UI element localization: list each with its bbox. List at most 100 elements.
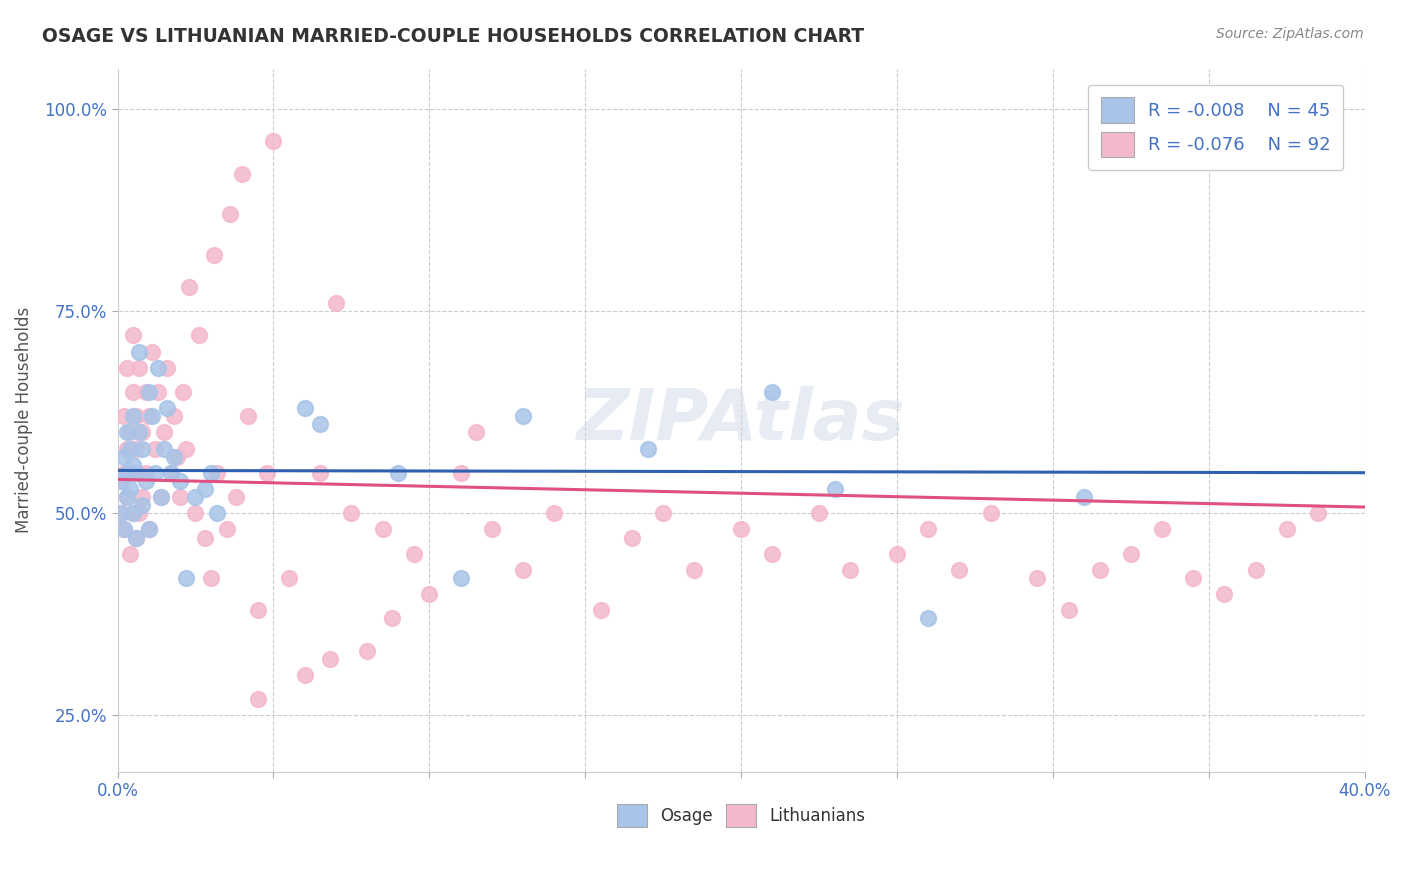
Point	[131, 498, 153, 512]
Point	[238, 409, 260, 424]
Point	[262, 134, 284, 148]
Point	[159, 466, 181, 480]
Point	[621, 531, 644, 545]
Point	[1026, 571, 1049, 585]
Point	[1244, 563, 1267, 577]
Point	[202, 247, 225, 261]
Point	[450, 466, 472, 480]
Point	[128, 466, 150, 480]
Point	[112, 466, 135, 480]
Point	[179, 280, 201, 294]
Point	[512, 409, 534, 424]
Point	[1088, 563, 1111, 577]
Point	[138, 384, 160, 399]
Point	[118, 482, 141, 496]
Point	[110, 474, 132, 488]
Point	[184, 506, 207, 520]
Point	[207, 506, 229, 520]
Point	[309, 466, 332, 480]
Point	[110, 506, 132, 520]
Text: Source: ZipAtlas.com: Source: ZipAtlas.com	[1216, 27, 1364, 41]
Point	[128, 344, 150, 359]
Point	[761, 384, 783, 399]
Point	[683, 563, 706, 577]
Point	[589, 603, 612, 617]
Point	[512, 563, 534, 577]
Point	[294, 668, 316, 682]
Point	[118, 442, 141, 456]
Point	[172, 384, 194, 399]
Point	[125, 531, 148, 545]
Point	[761, 547, 783, 561]
Point	[115, 442, 138, 456]
Point	[122, 384, 145, 399]
Point	[1152, 523, 1174, 537]
Point	[309, 417, 332, 432]
Point	[125, 409, 148, 424]
Point	[125, 442, 148, 456]
Point	[135, 474, 157, 488]
Point	[174, 442, 197, 456]
Point	[131, 425, 153, 440]
Point	[184, 490, 207, 504]
Point	[143, 466, 166, 480]
Point	[110, 506, 132, 520]
Point	[207, 466, 229, 480]
Point	[637, 442, 659, 456]
Y-axis label: Married-couple Households: Married-couple Households	[15, 307, 32, 533]
Point	[156, 401, 179, 416]
Point	[917, 611, 939, 625]
Point	[138, 409, 160, 424]
Point	[246, 603, 269, 617]
Point	[118, 425, 141, 440]
Point	[808, 506, 831, 520]
Point	[402, 547, 425, 561]
Point	[418, 587, 440, 601]
Point	[200, 466, 222, 480]
Point	[318, 652, 340, 666]
Point	[824, 482, 846, 496]
Point	[112, 450, 135, 464]
Point	[131, 442, 153, 456]
Point	[278, 571, 301, 585]
Point	[156, 360, 179, 375]
Point	[886, 547, 908, 561]
Text: ZIPAtlas: ZIPAtlas	[576, 385, 905, 455]
Point	[128, 506, 150, 520]
Point	[218, 207, 240, 221]
Point	[371, 523, 394, 537]
Point	[246, 692, 269, 706]
Point	[200, 571, 222, 585]
Point	[225, 490, 247, 504]
Point	[112, 523, 135, 537]
Point	[153, 425, 176, 440]
Point	[146, 384, 169, 399]
Point	[122, 506, 145, 520]
Point	[294, 401, 316, 416]
Point	[141, 409, 163, 424]
Point	[122, 328, 145, 343]
Point	[153, 442, 176, 456]
Point	[122, 506, 145, 520]
Point	[256, 466, 278, 480]
Point	[163, 450, 186, 464]
Point	[169, 474, 191, 488]
Point	[138, 523, 160, 537]
Point	[131, 490, 153, 504]
Point	[215, 523, 238, 537]
Point	[187, 328, 209, 343]
Legend: Osage, Lithuanians: Osage, Lithuanians	[610, 797, 872, 834]
Point	[174, 571, 197, 585]
Point	[194, 531, 217, 545]
Point	[115, 425, 138, 440]
Point	[115, 466, 138, 480]
Point	[1182, 571, 1205, 585]
Point	[194, 482, 217, 496]
Point	[122, 458, 145, 472]
Point	[948, 563, 970, 577]
Point	[112, 409, 135, 424]
Point	[128, 425, 150, 440]
Point	[1213, 587, 1236, 601]
Point	[150, 490, 173, 504]
Point	[138, 523, 160, 537]
